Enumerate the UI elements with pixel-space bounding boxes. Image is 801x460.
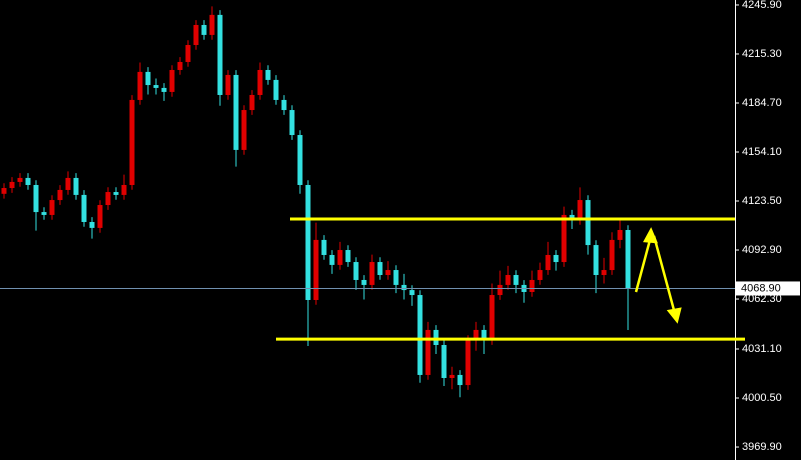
candle-body: [409, 290, 415, 296]
candle-body: [457, 374, 463, 386]
candle-body: [489, 295, 495, 341]
candle-body: [465, 340, 471, 386]
candle-body: [89, 221, 95, 228]
candle-body: [257, 69, 263, 95]
candle-body: [505, 275, 511, 285]
candle-body: [41, 212, 47, 215]
candle-body: [529, 279, 535, 292]
candle-body: [513, 275, 519, 285]
candle-body: [97, 205, 103, 228]
candle-body: [473, 329, 479, 341]
y-tick-label: 3969.90: [742, 441, 782, 453]
candle-body: [441, 345, 447, 378]
plot: [0, 6, 735, 398]
candle-body: [345, 250, 351, 263]
forecast-arrows: [634, 227, 682, 324]
candle-body: [241, 110, 247, 150]
candle-body: [281, 99, 287, 111]
candle-body: [25, 177, 31, 185]
candle-body: [129, 99, 135, 185]
candle-body: [577, 200, 583, 220]
candle-body: [289, 110, 295, 136]
candle-body: [321, 239, 327, 255]
y-tick-label: 4184.70: [742, 97, 782, 109]
y-tick-label: 4092.90: [742, 244, 782, 256]
candle-body: [193, 24, 199, 46]
candle-body: [161, 87, 167, 92]
candle-body: [177, 61, 183, 70]
candle-body: [385, 270, 391, 276]
candle-body: [609, 239, 615, 271]
candle-body: [105, 192, 111, 206]
candle-body: [417, 295, 423, 375]
current-price-label: 4068.90: [741, 282, 781, 294]
candle-body: [585, 200, 591, 246]
y-tick-label: 4215.30: [742, 48, 782, 60]
candle-body: [121, 184, 127, 195]
candle-body: [361, 279, 367, 285]
candle-body: [233, 74, 239, 150]
arrow-down: [652, 235, 677, 315]
candle-body: [401, 284, 407, 291]
candle-body: [265, 69, 271, 80]
candle-body: [593, 245, 599, 276]
arrowhead: [666, 307, 682, 324]
candle-body: [17, 177, 23, 182]
candle-body: [497, 284, 503, 296]
candle-body: [73, 177, 79, 195]
y-tick-label: 4000.50: [742, 392, 782, 404]
candle-body: [273, 79, 279, 100]
candle-body: [425, 329, 431, 375]
arrow-up: [634, 235, 653, 293]
candle-body: [353, 262, 359, 280]
candle-body: [217, 14, 223, 95]
candle-body: [449, 374, 455, 378]
candle-body: [545, 254, 551, 271]
candle-body: [569, 214, 575, 220]
candle-body: [377, 262, 383, 276]
candle-body: [249, 94, 255, 111]
candle-body: [113, 192, 119, 195]
candle-body: [561, 214, 567, 263]
candle-body: [305, 184, 311, 300]
candle-body: [225, 74, 231, 95]
candle-body: [617, 230, 623, 240]
candle-body: [185, 45, 191, 62]
y-tick-label: 4062.30: [742, 293, 782, 305]
y-tick-label: 4245.90: [742, 0, 782, 11]
candle-body: [329, 254, 335, 265]
candle-body: [297, 135, 303, 185]
candle-body: [313, 239, 319, 300]
y-tick-label: 4154.10: [742, 146, 782, 158]
candle-body: [81, 194, 87, 222]
candle-body: [65, 177, 71, 190]
candle-body: [209, 14, 215, 35]
candle-body: [393, 270, 399, 285]
candle-body: [33, 184, 39, 213]
candle-body: [433, 329, 439, 345]
candle-body: [153, 85, 159, 88]
candle-body: [145, 71, 151, 86]
candle-body: [57, 189, 63, 201]
candle-body: [49, 200, 55, 215]
candle-body: [169, 69, 175, 92]
y-tick-label: 4031.10: [742, 343, 782, 355]
candle-body: [537, 270, 543, 280]
candle-body: [553, 254, 559, 263]
candle-body: [201, 24, 207, 35]
candle-body: [137, 71, 143, 100]
arrowhead: [642, 227, 658, 244]
candle-body: [337, 250, 343, 265]
candle-body: [9, 181, 15, 189]
price-label-box: [736, 281, 800, 296]
candle-body: [601, 270, 607, 276]
candle-body: [369, 262, 375, 285]
candle-body: [1, 188, 7, 194]
y-tick-label: 4123.50: [742, 195, 782, 207]
candle-body: [481, 329, 487, 341]
candle-body: [625, 230, 631, 289]
